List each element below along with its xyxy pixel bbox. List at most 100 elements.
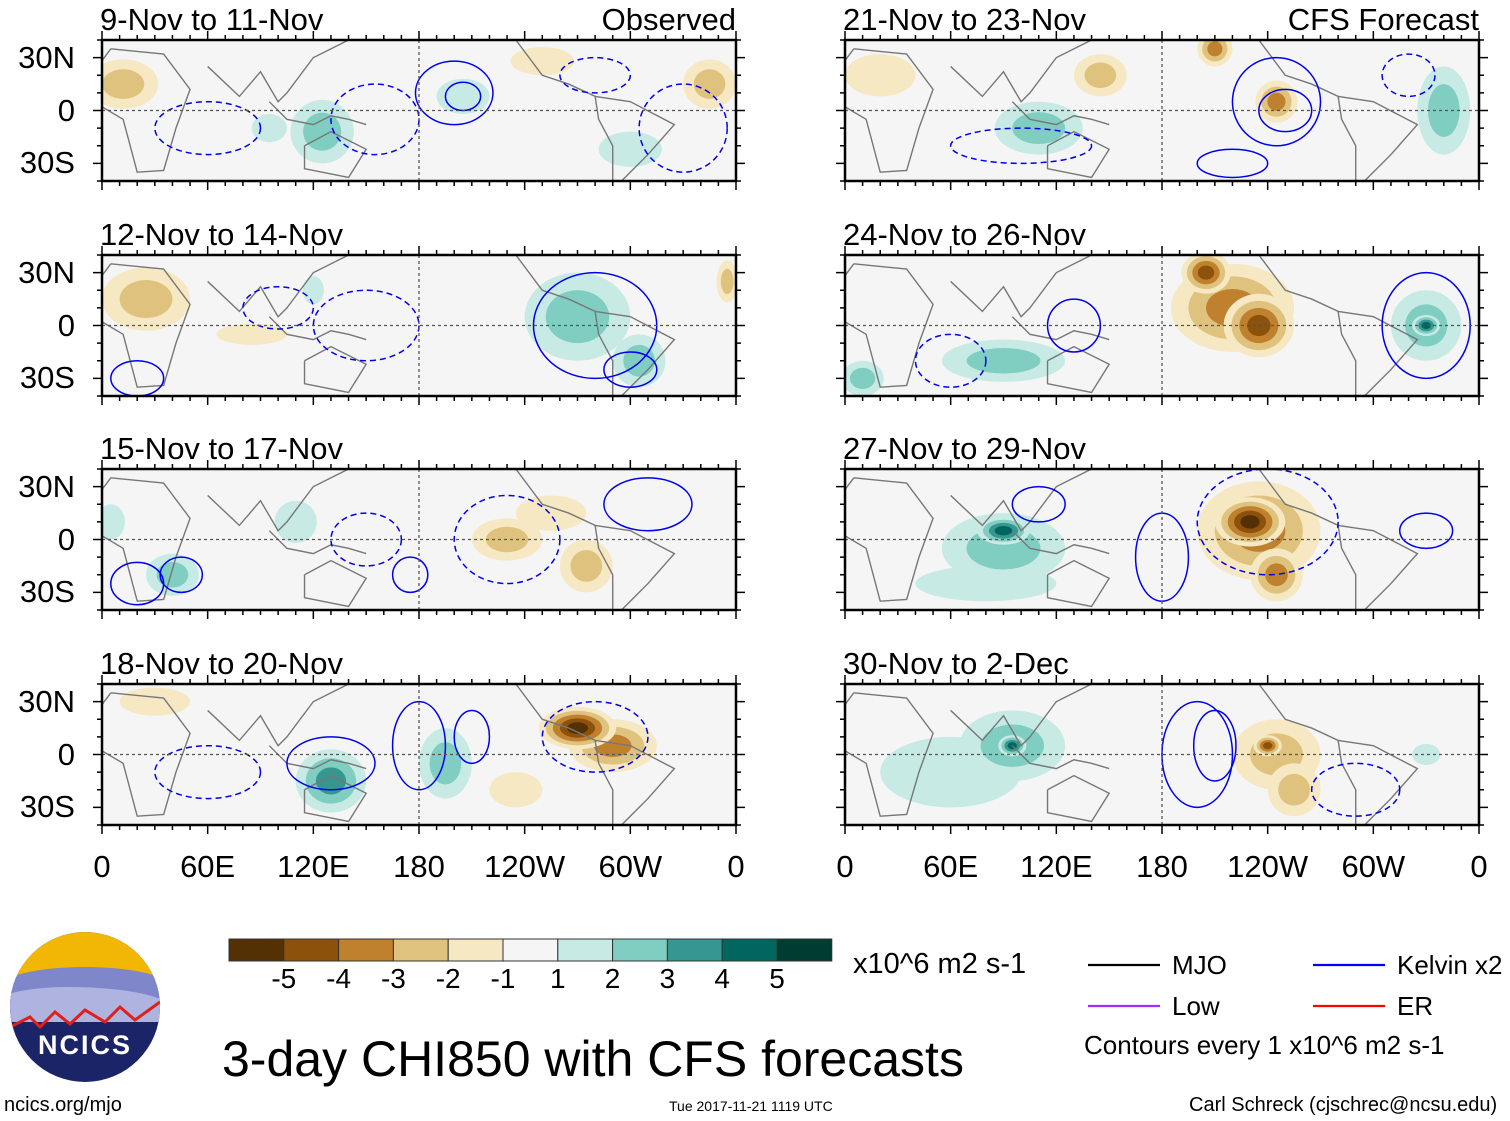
kelvin-contour-negative [914,333,987,388]
anomaly-shading [315,767,347,795]
lon-label: 0 [727,849,745,884]
anomaly-shading [489,772,543,808]
figure-title: 3-day CHI850 with CFS forecasts [222,1031,964,1087]
lon-label: 120E [277,849,350,884]
anomaly-shading [1262,742,1273,750]
kelvin-contour-negative [242,285,315,330]
anomaly-shading [570,550,603,582]
colorbar-swatch [776,938,833,962]
anomaly-shading [1267,92,1286,111]
author-credit: Carl Schreck (cjschrec@ncsu.edu) [1189,1094,1498,1116]
colorbar-label: 5 [769,963,785,994]
panel-tag: CFS Forecast [1287,2,1479,37]
kelvin-contour-positive [603,477,693,532]
anomaly-shading [1265,563,1288,587]
lat-label: 0 [57,92,75,128]
lat-label: 0 [57,307,75,343]
kelvin-contour-positive [453,709,491,765]
map-panel [845,469,1479,610]
anomaly-shading [1240,515,1260,529]
coastline [950,684,1092,747]
lon-label: 60W [598,849,663,884]
anomaly-shading [119,687,191,716]
coastline [207,469,349,532]
kelvin-contour-negative [330,512,403,567]
map-panel [102,469,736,610]
legend-label: Low [1172,991,1220,1021]
colorbar-swatch [392,938,449,962]
lon-label: 120W [484,849,566,884]
anomaly-shading [566,722,589,734]
coastline [1011,316,1110,341]
coastline [102,692,191,817]
panel-title: 12-Nov to 14-Nov [100,217,343,252]
map-panel [845,40,1479,181]
anomaly-shading [1197,265,1215,280]
kelvin-contour-negative [154,100,262,156]
kelvin-contour-positive [1196,148,1269,179]
kelvin-contour-positive [1011,485,1066,523]
panel-title: 24-Nov to 26-Nov [843,217,1086,252]
kelvin-contour-negative [559,56,632,94]
map-panel [102,40,736,181]
lat-label: 30N [18,683,75,719]
anomaly-shading [720,268,734,295]
kelvin-contour-positive [414,60,494,126]
anomaly-shading [994,525,1013,536]
anomaly-shading [485,526,529,553]
anomaly-shading [251,114,287,143]
lon-label: 0 [93,849,111,884]
map-panel [102,684,736,825]
lat-label: 30N [18,254,75,290]
timestamp: Tue 2017-11-21 1119 UTC [669,1098,833,1114]
anomaly-shading [102,69,145,99]
anomaly-shading [1247,314,1271,337]
anomaly-shading [966,348,1041,374]
coastline [845,692,934,817]
coastline [1011,745,1110,770]
lon-label: 60W [1341,849,1406,884]
kelvin-contour-positive [1046,298,1102,353]
colorbar-swatch [721,938,778,962]
panel-title: 18-Nov to 20-Nov [100,646,343,681]
colorbar-label: 1 [550,963,566,994]
anomaly-shading [1421,321,1431,330]
coastline [1338,310,1419,396]
coastline [303,130,368,179]
coastline [950,469,1092,532]
colorbar-label: -5 [271,963,297,994]
anomaly-shading [429,742,462,785]
coastline [845,48,934,173]
map-panel [845,255,1479,396]
lat-label: 0 [57,736,75,772]
anomaly-shading [1207,41,1223,57]
lat-label: 30S [19,574,75,610]
colorbar-label: -2 [435,963,461,994]
kelvin-contour-negative [541,700,649,773]
kelvin-contour-positive [1231,56,1322,147]
kelvin-contour-positive [1399,512,1454,550]
anomaly-shading [119,280,173,319]
anomaly-shading [849,367,876,389]
coastline [207,255,349,318]
lon-label: 60E [180,849,236,884]
lon-label: 0 [836,849,854,884]
kelvin-contour-negative [949,127,1093,165]
anomaly-shading [274,500,317,544]
anomaly-shading [1427,84,1460,137]
coastline [1046,774,1111,823]
site-link[interactable]: ncics.org/mjo [4,1094,122,1116]
coastline [845,477,934,602]
contour-note: Contours every 1 x10^6 m2 s-1 [1084,1030,1445,1060]
coastline [1338,524,1419,610]
lat-label: 30S [19,145,75,181]
lon-label: 120W [1227,849,1309,884]
anomaly-shading [102,504,125,540]
anomaly-shading [1412,743,1441,766]
colorbar-label: 4 [714,963,730,994]
map-panel [845,684,1479,825]
kelvin-contour-negative [1310,762,1401,817]
coastline [1046,559,1111,608]
kelvin-contour-negative [154,744,262,800]
colorbar-swatch [338,938,394,962]
